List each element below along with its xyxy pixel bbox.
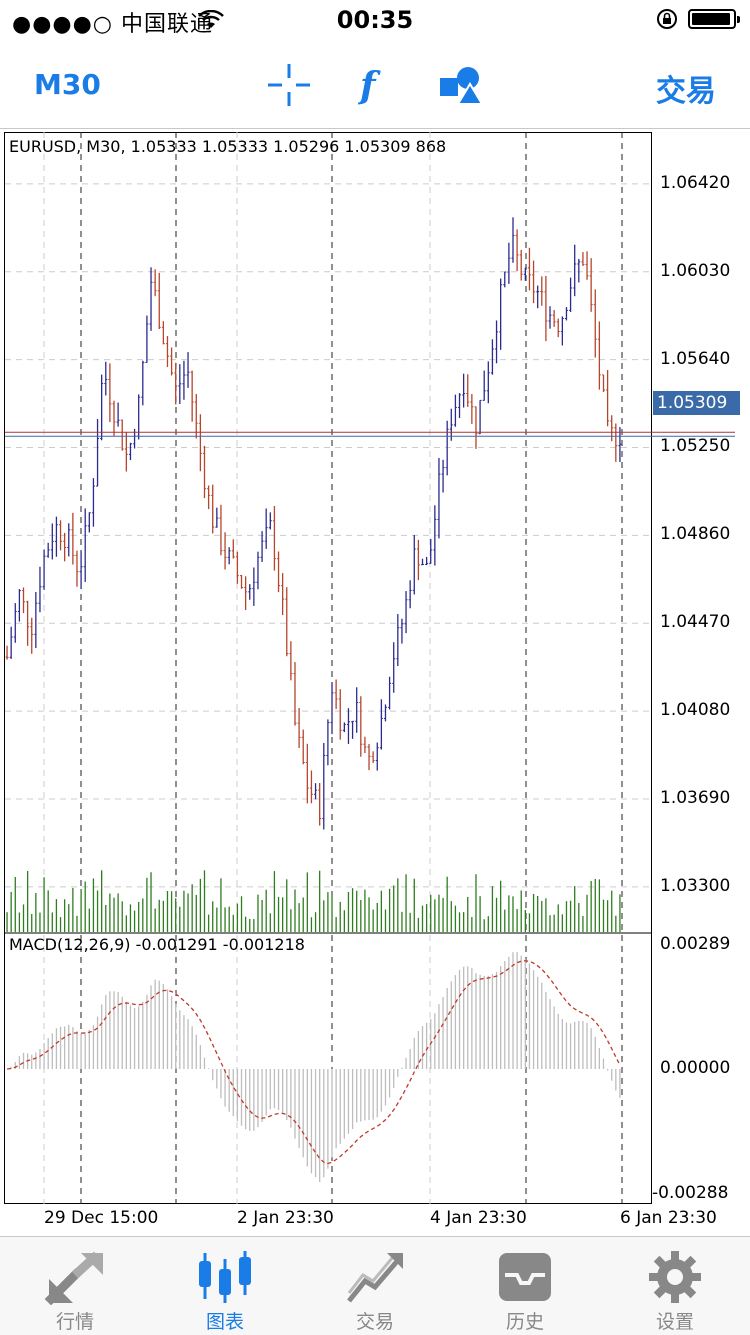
price-axis-label: 1.06030: [660, 260, 731, 281]
macd-axis-label: 0.00289: [660, 934, 731, 954]
settings-gear-icon: [649, 1251, 701, 1303]
trade-line-icon: [347, 1253, 403, 1303]
price-axis-label: 1.05640: [660, 348, 731, 369]
objects-shapes-icon[interactable]: [438, 62, 484, 108]
tab-settings[interactable]: 设置: [600, 1237, 750, 1335]
price-axis-label: 1.04860: [660, 524, 731, 545]
chart-toolbar: M30 f 交易: [0, 42, 750, 129]
macd-axis-label: -0.00288: [652, 1183, 729, 1203]
clock: 00:35: [336, 6, 414, 34]
price-axis-label: 1.04080: [660, 700, 731, 721]
carrier-signal: ●●●●○ 中国联通: [12, 12, 213, 37]
timeframe-button[interactable]: M30: [34, 68, 101, 101]
macd-signal-line: [6, 960, 621, 1165]
tab-label: 历史: [505, 1311, 544, 1333]
tab-chart[interactable]: 图表: [150, 1237, 300, 1335]
indicators-function-icon[interactable]: f: [352, 62, 398, 108]
status-bar: ●●●●○ 中国联通 00:35: [0, 0, 750, 42]
chart-info: EURUSD, M30, 1.05333 1.05333 1.05296 1.0…: [9, 137, 447, 156]
macd-info: MACD(12,26,9) -0.001291 -0.001218: [9, 935, 305, 954]
price-axis-label: 1.03690: [660, 788, 731, 809]
tab-bar: 行情 图表 交易 历史: [0, 1236, 750, 1335]
time-axis-label: 4 Jan 23:30: [430, 1208, 527, 1228]
tab-label: 行情: [55, 1311, 94, 1333]
tab-label: 图表: [205, 1311, 244, 1333]
rotation-lock-icon: [657, 9, 677, 29]
svg-text:f: f: [357, 65, 381, 107]
price-chart[interactable]: [0, 132, 750, 1232]
time-axis-label: 6 Jan 23:30: [620, 1208, 717, 1228]
chart-candles-icon: [199, 1251, 251, 1303]
time-axis-label: 29 Dec 15:00: [44, 1208, 159, 1228]
chart-frame[interactable]: [4, 132, 652, 1204]
trade-button[interactable]: 交易: [656, 74, 716, 109]
wifi-icon: [198, 10, 224, 28]
tab-label: 交易: [355, 1311, 394, 1333]
battery-icon: [688, 9, 740, 29]
price-axis-label: 1.04470: [660, 612, 731, 633]
current-price-label: 1.05309: [653, 391, 740, 415]
tab-history[interactable]: 历史: [450, 1237, 600, 1335]
crosshair-icon[interactable]: [266, 62, 312, 108]
price-axis-label: 1.03300: [660, 875, 731, 896]
tab-trade[interactable]: 交易: [300, 1237, 450, 1335]
history-tray-icon: [499, 1253, 551, 1301]
quotes-arrows-icon: [45, 1251, 103, 1305]
macd-axis-label: 0.00000: [660, 1058, 731, 1078]
price-axis-label: 1.05250: [660, 436, 731, 457]
time-axis-label: 2 Jan 23:30: [237, 1208, 334, 1228]
tab-quotes[interactable]: 行情: [0, 1237, 150, 1335]
tab-label: 设置: [655, 1311, 694, 1333]
price-axis-label: 1.06420: [660, 172, 731, 193]
